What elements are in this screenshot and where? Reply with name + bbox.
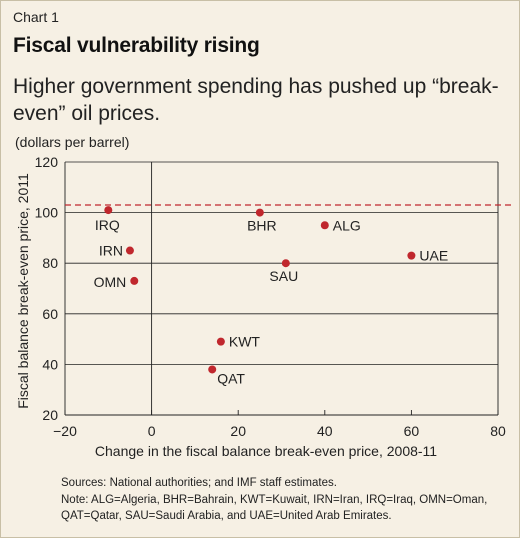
point-label-sau: SAU <box>269 268 298 284</box>
chart-subtitle: Higher government spending has pushed up… <box>13 75 499 125</box>
point-label-uae: UAE <box>419 248 448 264</box>
point-label-kwt: KWT <box>229 334 261 350</box>
y-tick-label: 100 <box>35 205 59 221</box>
x-tick-label: 0 <box>148 423 156 439</box>
data-point-sau <box>281 259 290 268</box>
x-axis-label: Change in the fiscal balance break-even … <box>95 443 437 459</box>
scatter-plot: −20 0 20 40 60 80 20 40 60 80 100 120 IRQ IRN OMN BHR A… <box>15 154 512 459</box>
y-axis-label: Fiscal balance break-even price, 2011 <box>15 173 31 409</box>
data-point-omn <box>130 276 139 285</box>
sources-text: Sources: National authorities; and IMF s… <box>61 477 337 489</box>
x-tick-label: 20 <box>230 423 246 439</box>
data-point-irn <box>125 246 134 255</box>
y-tick-label: 60 <box>42 306 58 322</box>
gridlines <box>65 161 498 365</box>
chart-title: Fiscal vulnerability rising <box>13 34 260 57</box>
data-point-bhr <box>255 208 264 217</box>
data-point-qat <box>208 365 217 374</box>
y-tick-label: 40 <box>42 356 58 372</box>
y-tick-label: 120 <box>35 154 59 170</box>
point-label-alg: ALG <box>333 217 361 233</box>
point-label-irq: IRQ <box>95 217 120 233</box>
point-label-qat: QAT <box>217 370 245 386</box>
axes <box>64 162 499 416</box>
data-point-kwt <box>216 337 225 346</box>
y-tick-label: 20 <box>42 407 58 423</box>
units-label: (dollars per barrel) <box>15 134 130 150</box>
x-tick-label: 40 <box>317 423 333 439</box>
data-point-uae <box>407 251 416 260</box>
point-label-irn: IRN <box>99 243 123 259</box>
chart-number: Chart 1 <box>13 9 59 25</box>
x-tick-label: 60 <box>404 423 420 439</box>
note-line-1: Note: ALG=Algeria, BHR=Bahrain, KWT=Kuwa… <box>61 494 488 506</box>
x-tick-label: 80 <box>490 423 506 439</box>
data-point-irq <box>104 206 113 215</box>
x-tick-label: −20 <box>53 423 77 439</box>
data-point-alg <box>320 221 329 230</box>
data-points: IRQ IRN OMN BHR ALG SAU UAE KWT QAT <box>94 206 448 386</box>
point-label-omn: OMN <box>94 274 127 290</box>
note-line-2: QAT=Qatar, SAU=Saudi Arabia, and UAE=Uni… <box>61 510 392 522</box>
y-tick-label: 80 <box>42 255 58 271</box>
tick-labels: −20 0 20 40 60 80 20 40 60 80 100 120 <box>35 154 506 439</box>
point-label-bhr: BHR <box>247 218 277 234</box>
